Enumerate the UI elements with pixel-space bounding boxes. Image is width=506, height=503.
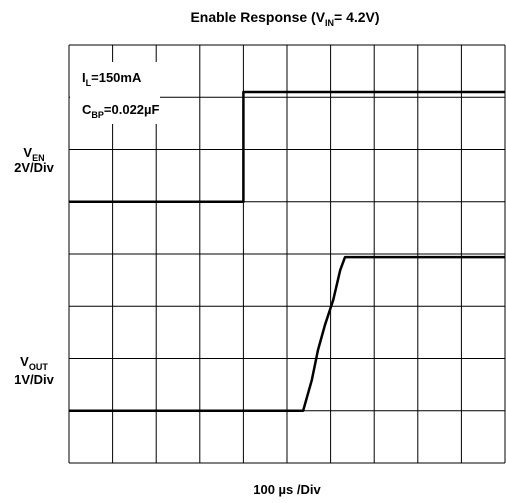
chart-title: Enable Response (VIN= 4.2V)	[190, 9, 379, 28]
annotation-box	[70, 62, 160, 124]
x-axis-label: 100 µs /Div	[253, 482, 321, 497]
annotation: CBP=0.022µF	[82, 102, 160, 120]
annotation-rest: =0.022µF	[104, 102, 160, 117]
annotation-sub: BP	[91, 110, 104, 120]
title-sub: IN	[325, 18, 334, 28]
annotation-rest: =150mA	[91, 70, 142, 85]
title-rest: = 4.2V)	[334, 9, 380, 25]
annotation-main: I	[82, 70, 86, 85]
series-label-main: V	[23, 145, 32, 160]
series-scale: 2V/Div	[14, 160, 55, 175]
series-label: VOUT	[20, 354, 48, 372]
series-label-main: V	[20, 354, 29, 369]
series-label: VEN	[23, 145, 44, 163]
trace	[69, 255, 505, 412]
series-scale: 1V/Div	[14, 372, 55, 387]
annotation: IL=150mA	[82, 70, 142, 88]
series-label-sub: OUT	[29, 362, 49, 372]
title-main: Enable Response (V	[190, 9, 325, 25]
annotation-sub: L	[86, 78, 92, 88]
trace	[69, 90, 505, 203]
series-label-sub: EN	[32, 153, 45, 163]
annotation-main: C	[82, 102, 92, 117]
